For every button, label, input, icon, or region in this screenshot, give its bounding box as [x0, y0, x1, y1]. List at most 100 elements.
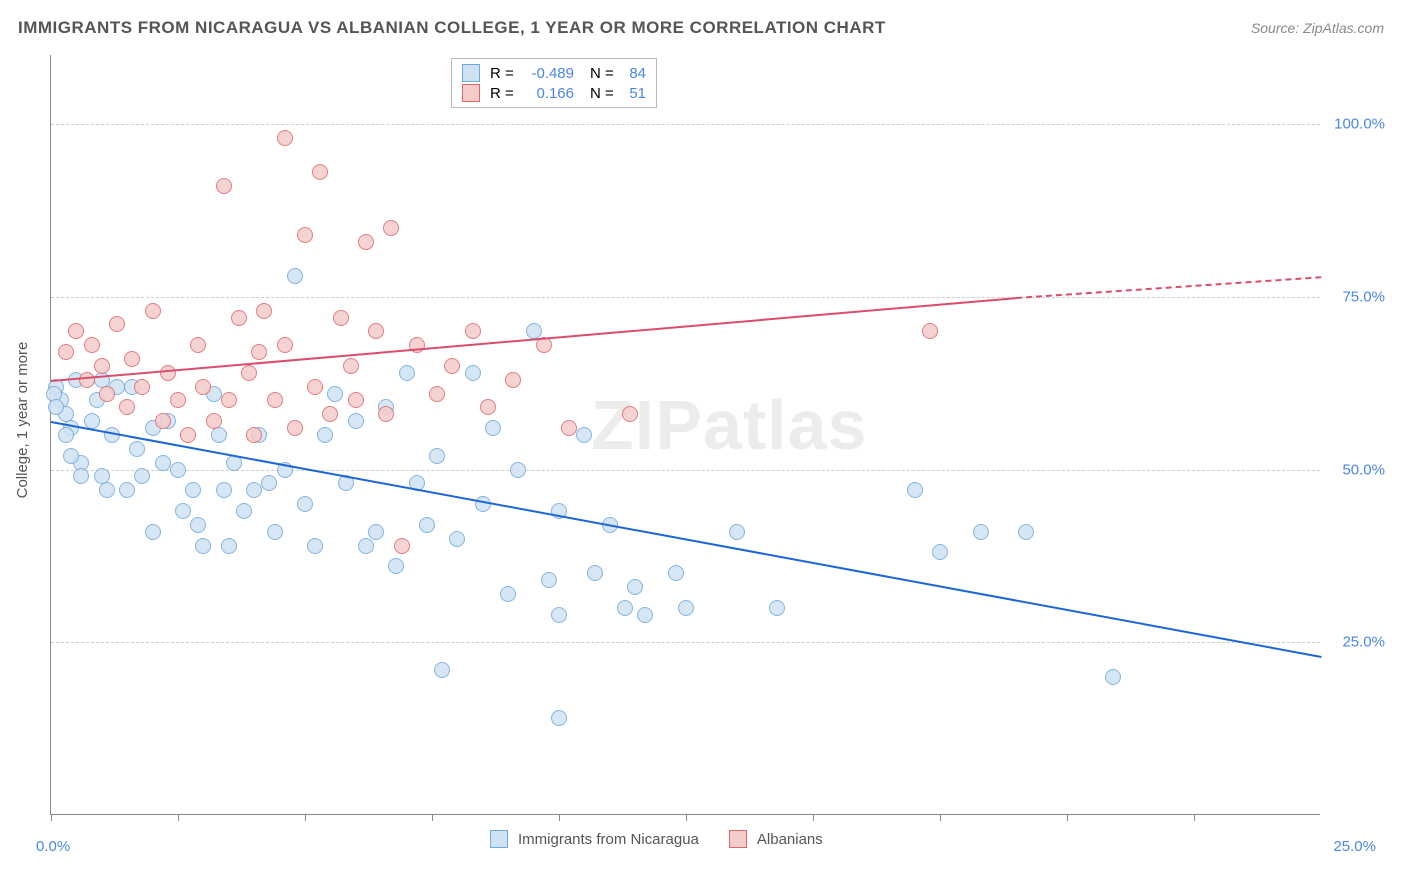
data-point	[241, 365, 257, 381]
data-point	[129, 441, 145, 457]
data-point	[206, 413, 222, 429]
data-point	[63, 448, 79, 464]
data-point	[388, 558, 404, 574]
data-point	[973, 524, 989, 540]
data-point	[1018, 524, 1034, 540]
data-point	[449, 531, 465, 547]
data-point	[322, 406, 338, 422]
data-point	[109, 316, 125, 332]
data-point	[429, 448, 445, 464]
data-point	[155, 455, 171, 471]
data-point	[195, 538, 211, 554]
ytick-label: 100.0%	[1325, 116, 1385, 133]
xtick	[940, 814, 941, 821]
data-point	[195, 379, 211, 395]
data-point	[394, 538, 410, 554]
data-point	[383, 220, 399, 236]
data-point	[587, 565, 603, 581]
data-point	[190, 337, 206, 353]
data-point	[170, 392, 186, 408]
swatch-series1	[462, 64, 480, 82]
data-point	[185, 482, 201, 498]
data-point	[236, 503, 252, 519]
xtick	[1194, 814, 1195, 821]
trend-line	[51, 421, 1321, 658]
trend-line	[1016, 276, 1321, 299]
data-point	[668, 565, 684, 581]
data-point	[551, 607, 567, 623]
data-point	[246, 482, 262, 498]
data-point	[465, 365, 481, 381]
data-point	[145, 303, 161, 319]
data-point	[729, 524, 745, 540]
data-point	[348, 392, 364, 408]
gridline	[51, 124, 1320, 125]
data-point	[317, 427, 333, 443]
data-point	[541, 572, 557, 588]
data-point	[358, 234, 374, 250]
gridline	[51, 642, 1320, 643]
legend-r-value-2: 0.166	[516, 85, 574, 102]
swatch-series2-bottom	[729, 830, 747, 848]
legend-row-series2: R = 0.166 N = 51	[462, 83, 646, 103]
data-point	[617, 600, 633, 616]
legend-row-series1: R = -0.489 N = 84	[462, 63, 646, 83]
data-point	[399, 365, 415, 381]
gridline	[51, 470, 1320, 471]
data-point	[58, 344, 74, 360]
data-point	[175, 503, 191, 519]
swatch-series2	[462, 84, 480, 102]
ytick-label: 50.0%	[1325, 461, 1385, 478]
legend-series1-label: Immigrants from Nicaragua	[518, 831, 699, 848]
data-point	[170, 462, 186, 478]
data-point	[221, 538, 237, 554]
chart-title: IMMIGRANTS FROM NICARAGUA VS ALBANIAN CO…	[18, 18, 886, 38]
data-point	[155, 413, 171, 429]
data-point	[907, 482, 923, 498]
legend-n-value-2: 51	[616, 85, 646, 102]
data-point	[1105, 669, 1121, 685]
data-point	[429, 386, 445, 402]
data-point	[277, 130, 293, 146]
data-point	[216, 178, 232, 194]
data-point	[267, 524, 283, 540]
data-point	[287, 268, 303, 284]
data-point	[287, 420, 303, 436]
data-point	[190, 517, 206, 533]
data-point	[637, 607, 653, 623]
data-point	[267, 392, 283, 408]
xtick	[178, 814, 179, 821]
data-point	[485, 420, 501, 436]
legend-series2-label: Albanians	[757, 831, 823, 848]
data-point	[500, 586, 516, 602]
gridline	[51, 297, 1320, 298]
data-point	[180, 427, 196, 443]
data-point	[231, 310, 247, 326]
data-point	[160, 365, 176, 381]
data-point	[119, 399, 135, 415]
xtick	[559, 814, 560, 821]
data-point	[576, 427, 592, 443]
data-point	[327, 386, 343, 402]
data-point	[216, 482, 232, 498]
legend-correlation: R = -0.489 N = 84 R = 0.166 N = 51	[451, 58, 657, 108]
plot-area: 25.0%50.0%75.0%100.0% ZIPatlas R = -0.48…	[50, 55, 1320, 815]
legend-n-label: N =	[590, 65, 616, 82]
xaxis-max-label: 25.0%	[1333, 838, 1376, 855]
data-point	[256, 303, 272, 319]
xtick	[51, 814, 52, 821]
data-point	[94, 358, 110, 374]
data-point	[73, 468, 89, 484]
data-point	[333, 310, 349, 326]
legend-n-label: N =	[590, 85, 616, 102]
data-point	[769, 600, 785, 616]
data-point	[119, 482, 135, 498]
legend-r-label: R =	[490, 85, 516, 102]
xtick	[305, 814, 306, 821]
data-point	[307, 379, 323, 395]
data-point	[297, 227, 313, 243]
data-point	[561, 420, 577, 436]
data-point	[48, 399, 64, 415]
data-point	[510, 462, 526, 478]
data-point	[343, 358, 359, 374]
